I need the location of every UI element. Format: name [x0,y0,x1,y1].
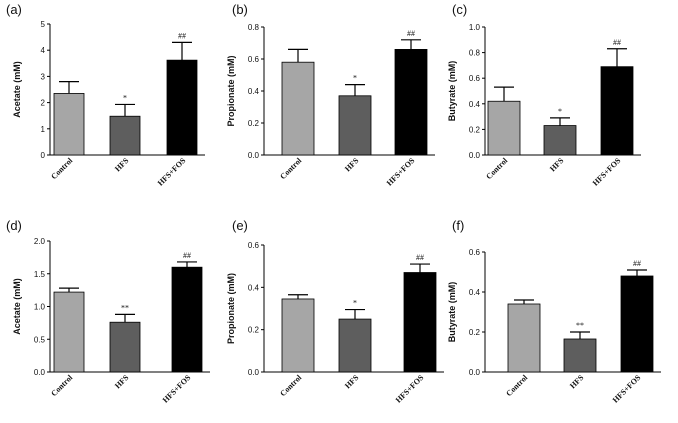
panel-label: (d) [6,218,22,233]
bar-hfs [563,338,597,373]
x-category-label: HFS [113,373,131,391]
significance-mark: ## [416,253,424,262]
chart-panel-4: (d) 0.0 0.5 1.0 1.5 2.0 Acetate (mM) Control ** H… [6,218,210,405]
x-category-label: HFS+FOS [156,156,188,188]
x-category-label: Control [278,156,304,182]
y-tick-label: 4 [41,46,46,55]
y-tick-label: 0.2 [248,119,260,128]
x-category-label: HFS+FOS [161,373,193,405]
y-tick-label: 0.0 [248,151,260,160]
chart-panel-2: (b) 0.0 0.2 0.4 0.6 0.8 Propionate (mM) Control… [226,2,435,188]
x-category-label: Control [484,156,510,182]
bar-hfs-fos [620,275,654,373]
significance-mark: ## [633,259,641,268]
x-category-label: HFS [548,156,566,174]
y-tick-label: 2.0 [34,237,46,246]
y-tick-label: 0.4 [248,87,260,96]
significance-mark: * [558,107,562,116]
y-tick-label: 0.4 [469,100,481,109]
x-category-label: Control [278,373,304,399]
panel-label: (b) [232,2,248,17]
x-category-label: HFS [568,373,586,391]
y-tick-label: 1.5 [34,270,46,279]
y-tick-label: 0.0 [34,368,46,377]
x-category-label: Control [49,156,75,182]
significance-mark: ** [121,303,129,312]
chart-panel-5: (e) 0.0 0.2 0.4 0.6 Propionate (mM) Control * HF… [226,218,444,405]
y-tick-label: 0.4 [469,288,481,297]
panel-label: (e) [232,218,248,233]
significance-mark: * [353,74,357,83]
bar-control [507,303,541,373]
chart-panel-3: (c) 0.0 0.2 0.4 0.6 0.8 1.0 Butyrate (mM) Contro… [447,2,641,188]
chart-panel-6: (f) 0.0 0.2 0.4 0.6 Butyrate (mM) Control ** HFS… [447,218,661,405]
panel-label: (f) [452,218,464,233]
y-tick-label: 0.0 [469,151,481,160]
x-category-label: HFS [343,373,361,391]
x-category-label: HFS+FOS [611,373,643,405]
panel-label: (a) [6,2,22,17]
bar-control [281,61,315,156]
panel-label: (c) [452,2,467,17]
y-tick-label: 0.8 [248,23,260,32]
bar-hfs [109,321,141,373]
bar-hfs-fos [600,66,634,156]
y-tick-label: 0.2 [469,125,481,134]
y-tick-label: 3 [41,72,46,81]
x-category-label: HFS+FOS [591,156,623,188]
y-axis-title: Butyrate (mM) [447,282,457,343]
bar-control [53,93,85,156]
bar-hfs-fos [171,266,203,373]
y-tick-label: 0.2 [248,326,260,335]
y-tick-label: 0.0 [248,368,260,377]
y-axis-title: Propionate (mM) [226,273,236,344]
x-category-label: HFS [343,156,361,174]
x-category-label: HFS+FOS [394,373,426,405]
y-tick-label: 0.5 [34,335,46,344]
x-category-label: Control [504,373,530,399]
y-tick-label: 2 [41,99,46,108]
significance-mark: * [353,299,357,308]
y-tick-label: 0.2 [469,328,481,337]
bar-hfs [338,318,372,373]
y-tick-label: 0.6 [469,74,481,83]
chart-panel-1: (a) 0 1 2 3 4 5 Acetate (mM) Control * HFS ## HFS+FO… [6,2,205,188]
significance-mark: ## [178,31,186,40]
bar-hfs [543,125,577,156]
y-axis-title: Acetate (mM) [12,278,22,335]
significance-mark: * [123,93,127,102]
y-tick-label: 5 [41,20,46,29]
significance-mark: ## [613,38,621,47]
y-tick-label: 0 [41,151,46,160]
bar-control [487,100,521,156]
y-tick-label: 0.6 [248,55,260,64]
y-tick-label: 0.8 [469,49,481,58]
bar-control [281,298,315,373]
significance-mark: ## [183,251,191,260]
significance-mark: ** [576,321,584,330]
y-tick-label: 0.6 [469,248,481,257]
bar-hfs-fos [166,59,198,156]
bar-hfs [338,95,372,156]
y-tick-label: 1.0 [469,23,481,32]
significance-mark: ## [407,29,415,38]
bar-hfs [109,115,141,156]
bar-control [53,291,85,373]
y-tick-label: 1.0 [34,303,46,312]
y-tick-label: 0.6 [248,241,260,250]
x-category-label: HFS [113,156,131,174]
y-tick-label: 1 [41,125,46,134]
y-axis-title: Acetate (mM) [12,61,22,118]
y-axis-title: Butyrate (mM) [447,61,457,122]
bar-hfs-fos [403,272,437,373]
y-axis-title: Propionate (mM) [226,55,236,126]
y-tick-label: 0.0 [469,368,481,377]
bar-hfs-fos [394,49,428,156]
x-category-label: HFS+FOS [385,156,417,188]
x-category-label: Control [49,373,75,399]
y-tick-label: 0.4 [248,283,260,292]
